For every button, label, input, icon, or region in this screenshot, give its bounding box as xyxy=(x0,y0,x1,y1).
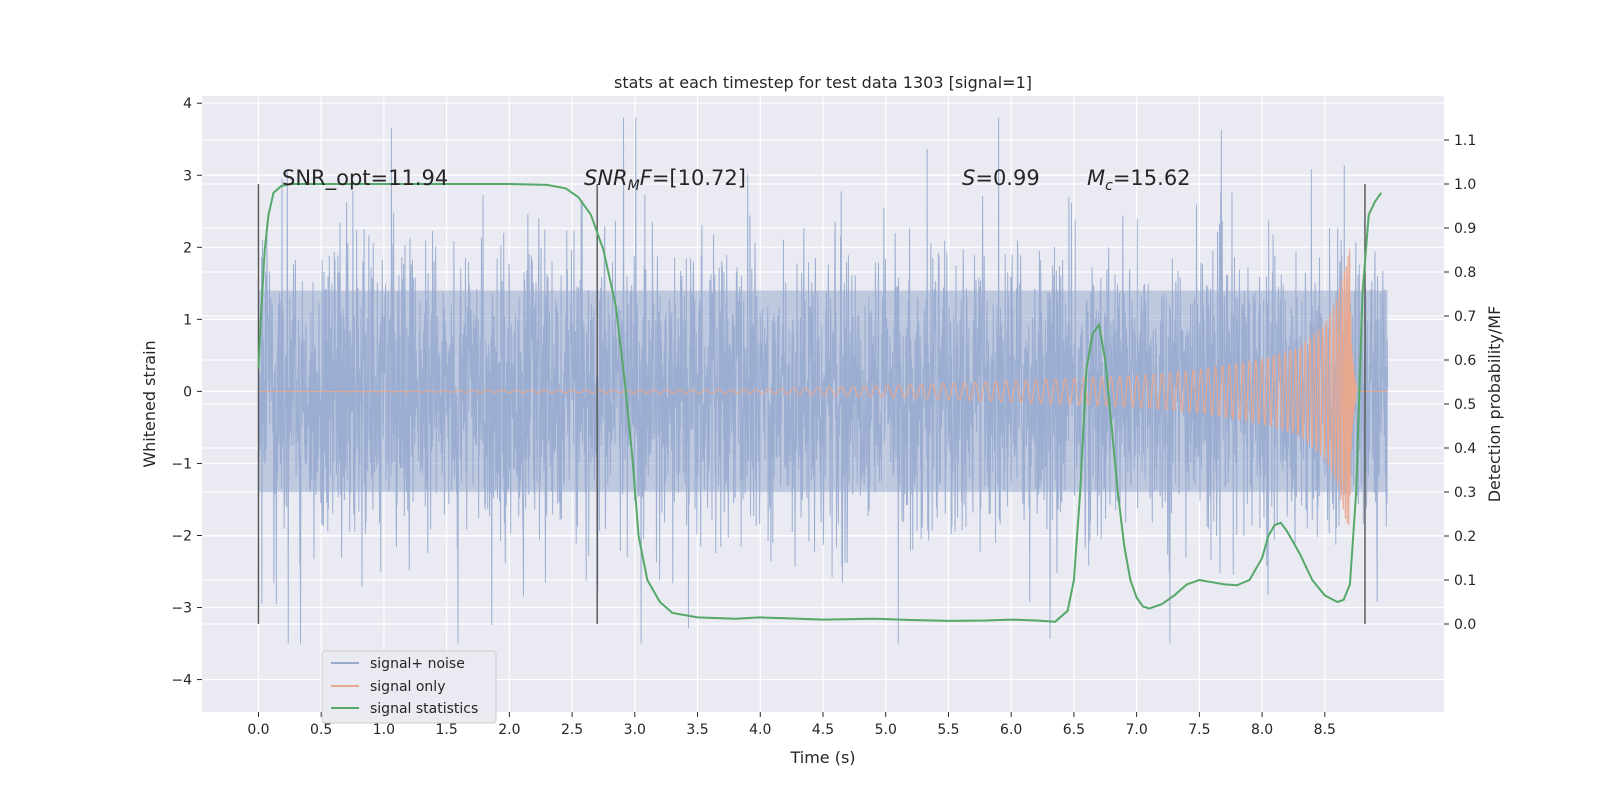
signal-only-series xyxy=(258,248,1388,526)
y-right-axis-ticks: 0.0 0.1 0.2 0.3 0.4 0.5 0.6 0.7 0.8 0.9 1.0 1.1 xyxy=(1444,133,1476,633)
annotation-s-main: S xyxy=(962,166,975,190)
x-tick-label-7: 3.5 xyxy=(686,722,708,738)
y-right-tick-label-0: 0.0 xyxy=(1454,617,1476,633)
legend-label-signal-only: signal only xyxy=(370,679,445,695)
x-tick-label-16: 8.0 xyxy=(1251,722,1273,738)
legend: signal+ noise signal only signal statist… xyxy=(321,650,497,724)
legend-label-signal-statistics: signal statistics xyxy=(370,701,478,717)
legend-label-signal-noise: signal+ noise xyxy=(370,656,465,672)
x-tick-label-11: 5.5 xyxy=(937,722,959,738)
x-tick-label-3: 1.5 xyxy=(436,722,458,738)
x-tick-label-6: 3.0 xyxy=(624,722,646,738)
legend-box xyxy=(321,650,497,724)
annotation-snr-mf: SNRMF=[10.72] xyxy=(584,166,746,194)
y-left-tick-label-4: 0 xyxy=(183,384,192,400)
y-right-tick-label-8: 0.8 xyxy=(1454,265,1476,281)
annotation-mc-sub: c xyxy=(1105,178,1113,194)
x-axis-label: Time (s) xyxy=(789,748,855,767)
annotation-mc-main: M xyxy=(1087,166,1105,190)
y-left-tick-label-0: −4 xyxy=(171,673,192,689)
y-left-tick-label-7: 3 xyxy=(183,168,192,184)
annotation-mc-value: =15.62 xyxy=(1113,166,1191,190)
y-right-tick-label-10: 1.0 xyxy=(1454,177,1476,193)
signal-only-line xyxy=(258,248,1388,526)
y-right-tick-label-9: 0.9 xyxy=(1454,221,1476,237)
y-left-tick-label-1: −3 xyxy=(171,601,192,617)
x-tick-label-2: 1.0 xyxy=(373,722,395,738)
x-tick-label-9: 4.5 xyxy=(812,722,834,738)
annotation-s-value: =0.99 xyxy=(975,166,1039,190)
y-right-tick-label-5: 0.5 xyxy=(1454,397,1476,413)
x-axis-ticks: 0.0 0.5 1.0 1.5 2.0 2.5 3.0 3.5 4.0 4.5 5.0 5.5 6.0 6… xyxy=(247,712,1336,738)
x-tick-label-0: 0.0 xyxy=(247,722,269,738)
y-right-tick-label-3: 0.3 xyxy=(1454,485,1476,501)
x-tick-label-10: 5.0 xyxy=(875,722,897,738)
annotation-snr-opt: SNR_opt=11.94 xyxy=(282,166,448,191)
y-left-axis-label: Whitened strain xyxy=(140,340,159,467)
y-right-tick-label-2: 0.2 xyxy=(1454,529,1476,545)
y-right-tick-label-1: 0.1 xyxy=(1454,573,1476,589)
y-right-tick-label-4: 0.4 xyxy=(1454,441,1476,457)
y-left-tick-label-8: 4 xyxy=(183,96,192,112)
signal-statistics-series xyxy=(257,183,1383,623)
x-tick-label-4: 2.0 xyxy=(498,722,520,738)
annotation-snr-mf-sub: M xyxy=(628,178,640,194)
annotation-snr-mf-main: SNR xyxy=(584,166,628,190)
x-tick-label-17: 8.5 xyxy=(1314,722,1336,738)
chart-title: stats at each timestep for test data 130… xyxy=(614,73,1032,92)
annotations: SNR_opt=11.94 SNRMF=[10.72] S=0.99 Mc=15… xyxy=(282,166,1191,194)
x-tick-label-13: 6.5 xyxy=(1063,722,1085,738)
annotation-s: S=0.99 xyxy=(962,166,1040,190)
y-left-tick-label-6: 2 xyxy=(183,240,192,256)
x-tick-label-8: 4.0 xyxy=(749,722,771,738)
y-right-axis-label: Detection probability/MF xyxy=(1485,306,1504,503)
annotation-snr-mf-tail: F xyxy=(640,166,653,190)
y-right-tick-label-7: 0.7 xyxy=(1454,309,1476,325)
signal-statistics-line xyxy=(257,183,1383,623)
annotation-snr-mf-value: =[10.72] xyxy=(652,166,746,190)
y-right-tick-label-6: 0.6 xyxy=(1454,353,1476,369)
x-tick-label-15: 7.5 xyxy=(1188,722,1210,738)
y-left-tick-label-2: −2 xyxy=(171,528,192,544)
y-left-tick-label-3: −1 xyxy=(171,456,192,472)
x-tick-label-14: 7.0 xyxy=(1126,722,1148,738)
x-tick-label-5: 2.5 xyxy=(561,722,583,738)
x-tick-label-1: 0.5 xyxy=(310,722,332,738)
y-left-tick-label-5: 1 xyxy=(183,312,192,328)
x-tick-label-12: 6.0 xyxy=(1000,722,1022,738)
y-right-tick-label-11: 1.1 xyxy=(1454,133,1476,149)
y-left-axis-ticks: −4 −3 −2 −1 0 1 2 3 4 xyxy=(171,96,202,689)
annotation-mc: Mc=15.62 xyxy=(1087,166,1191,194)
